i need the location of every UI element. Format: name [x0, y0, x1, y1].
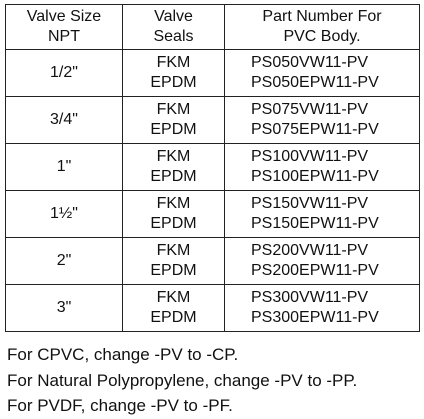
note: For Natural Polypropylene, change -PV to… — [7, 370, 358, 390]
seal-type: FKM — [156, 242, 191, 259]
table-row: 1½" FKM EPDM PS150VW11-PV PS150EPW11-PV — [5, 190, 420, 238]
table-body: 1/2" FKM EPDM PS050VW11-PV PS050EPW11-PV 3/4"… — [5, 49, 420, 332]
valve-size: 1" — [56, 158, 72, 175]
part-number: PS150VW11-PV — [251, 195, 369, 212]
parts-cell: PS100VW11-PV PS100EPW11-PV — [224, 143, 420, 191]
size-cell: 1/2" — [5, 49, 123, 97]
table-row: 2" FKM EPDM PS200VW11-PV PS200EPW11-PV — [5, 237, 420, 285]
seal-type: FKM — [156, 54, 191, 71]
seal-type: FKM — [156, 289, 191, 306]
part-number: PS200EPW11-PV — [251, 262, 379, 279]
header-text: NPT — [48, 28, 80, 45]
part-number: PS075VW11-PV — [251, 101, 369, 118]
seal-type: EPDM — [150, 309, 197, 326]
valve-size: 1/2" — [50, 64, 78, 81]
header-cell: Part Number For PVC Body. — [224, 4, 420, 50]
note: For CPVC, change -PV to -CP. — [7, 345, 239, 364]
part-number: PS075EPW11-PV — [251, 121, 379, 138]
part-number: PS200VW11-PV — [251, 242, 369, 259]
seals-cell: FKM EPDM — [122, 143, 225, 191]
table-row: 1/2" FKM EPDM PS050VW11-PV PS050EPW11-PV — [5, 49, 420, 97]
size-cell: 3/4" — [5, 96, 123, 144]
size-cell: 1½" — [5, 190, 123, 238]
valve-size: 3/4" — [50, 111, 78, 128]
parts-cell: PS200VW11-PV PS200EPW11-PV — [224, 237, 420, 285]
parts-cell: PS150VW11-PV PS150EPW11-PV — [224, 190, 420, 238]
valve-size: 3" — [56, 299, 72, 316]
table-row: 3/4" FKM EPDM PS075VW11-PV PS075EPW11-PV — [5, 96, 420, 144]
header-cell: Valve Seals — [122, 4, 225, 50]
valve-size: 2" — [56, 252, 72, 269]
table-row: 1" FKM EPDM PS100VW11-PV PS100EPW11-PV — [5, 143, 420, 191]
seal-type: EPDM — [150, 262, 197, 279]
seals-cell: FKM EPDM — [122, 96, 225, 144]
header-text: Valve — [154, 8, 193, 25]
size-cell: 2" — [5, 237, 123, 285]
header-text: Valve Size — [26, 8, 102, 25]
part-number: PS050EPW11-PV — [251, 74, 379, 91]
part-number: PS100EPW11-PV — [251, 168, 379, 185]
part-number: PS300EPW11-PV — [251, 309, 379, 326]
table-row: 3" FKM EPDM PS300VW11-PV PS300EPW11-PV — [5, 284, 420, 332]
seal-type: EPDM — [150, 168, 197, 185]
header-cell: Valve Size NPT — [5, 4, 123, 50]
header-text: Part Number For — [262, 8, 382, 25]
size-cell: 3" — [5, 284, 123, 332]
valve-size: 1½" — [50, 205, 78, 222]
seal-type: FKM — [156, 195, 191, 212]
seal-type: EPDM — [150, 74, 197, 91]
seal-type: FKM — [156, 148, 191, 165]
parts-cell: PS050VW11-PV PS050EPW11-PV — [224, 49, 420, 97]
parts-cell: PS075VW11-PV PS075EPW11-PV — [224, 96, 420, 144]
header-text: Seals — [153, 28, 194, 45]
seal-type: FKM — [156, 101, 191, 118]
size-cell: 1" — [5, 143, 123, 191]
seals-cell: FKM EPDM — [122, 190, 225, 238]
part-number: PS100VW11-PV — [251, 148, 369, 165]
seal-type: EPDM — [150, 121, 197, 138]
seals-cell: FKM EPDM — [122, 284, 225, 332]
seals-cell: FKM EPDM — [122, 49, 225, 97]
notes: For CPVC, change -PV to -CP. For Natural … — [7, 342, 357, 419]
parts-cell: PS300VW11-PV PS300EPW11-PV — [224, 284, 420, 332]
header-row: Valve Size NPT Valve Seals Part Number For PV… — [5, 4, 420, 50]
note: For PVDF, change -PV to -PF. — [7, 396, 233, 415]
part-number: PS050VW11-PV — [251, 54, 369, 71]
seals-cell: FKM EPDM — [122, 237, 225, 285]
seal-type: EPDM — [150, 215, 197, 232]
valve-table: Valve Size NPT Valve Seals Part Number For PV… — [5, 4, 420, 332]
part-number: PS300VW11-PV — [251, 289, 369, 306]
part-number: PS150EPW11-PV — [251, 215, 379, 232]
header-text: PVC Body. — [283, 28, 361, 45]
